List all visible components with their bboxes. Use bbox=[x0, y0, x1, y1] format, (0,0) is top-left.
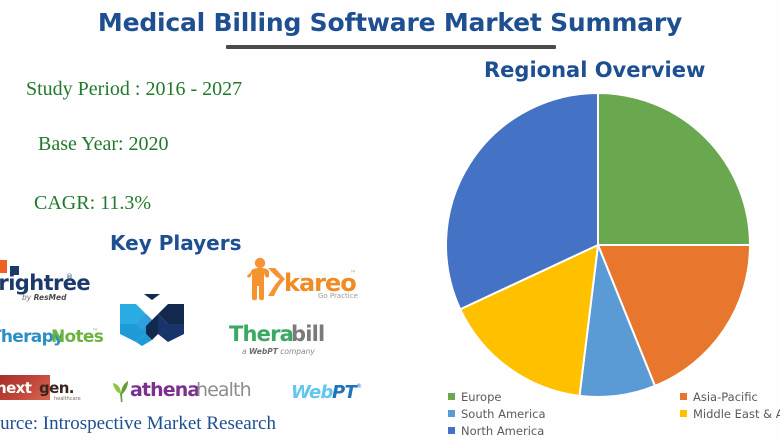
brightree-tagline-prefix: by bbox=[22, 293, 34, 302]
legend-label: North America bbox=[461, 423, 545, 438]
legend-item-south-america[interactable]: South America bbox=[448, 405, 546, 422]
athenahealth-word-part2: health bbox=[196, 379, 252, 401]
legend-swatch-icon bbox=[448, 427, 455, 434]
brightree-trademark-icon: ® bbox=[66, 273, 73, 281]
legend-label: Europe bbox=[461, 389, 502, 404]
logo-therabill: Thera bill a WebPT company bbox=[229, 322, 345, 360]
nextgen-tagline: healthcare bbox=[54, 396, 81, 402]
therapynotes-word-part1: Therapy bbox=[0, 327, 64, 347]
webpt-word-part2: PT bbox=[332, 382, 357, 403]
logo-therapynotes: Therapy Notes ™ bbox=[0, 327, 104, 349]
kareo-person-k-icon bbox=[247, 257, 285, 301]
webpt-trademark-icon: ® bbox=[356, 383, 362, 390]
study-period-text: Study Period : 2016 - 2027 bbox=[26, 78, 243, 100]
brightree-wordmark: brightree bbox=[0, 271, 91, 295]
logo-kareo: kareo ™ Go Practice bbox=[246, 256, 361, 304]
regional-pie-chart bbox=[445, 91, 752, 398]
legend-swatch-icon bbox=[680, 410, 687, 417]
key-players-heading: Key Players bbox=[110, 231, 242, 255]
therabill-word-part1: Thera bbox=[229, 322, 294, 346]
webpt-word-part1: Web bbox=[291, 382, 333, 403]
pie-chart-legend: Europe South America North America Asia-Pa… bbox=[448, 388, 780, 440]
legend-swatch-icon bbox=[680, 393, 687, 400]
logo-nextgen: next gen. healthcare bbox=[0, 375, 90, 407]
kareo-trademark-icon: ™ bbox=[350, 270, 356, 277]
therabill-tagline-brand: WebPT bbox=[248, 347, 278, 356]
pie-slice-europe bbox=[597, 91, 752, 246]
pie-slice-middle-east-africa bbox=[458, 243, 600, 397]
kareo-wordmark: kareo bbox=[284, 269, 357, 297]
page-title: Medical Billing Software Market Summary bbox=[97, 8, 683, 37]
title-underline-divider bbox=[226, 45, 556, 49]
base-year-text: Base Year: 2020 bbox=[38, 133, 169, 155]
legend-item-asia-pacific[interactable]: Asia-Pacific bbox=[680, 388, 780, 405]
athenahealth-leaf-icon bbox=[113, 381, 128, 402]
legend-swatch-icon bbox=[448, 393, 455, 400]
legend-item-north-america[interactable]: North America bbox=[448, 422, 546, 439]
logo-athenahealth: athena health bbox=[110, 379, 262, 405]
therabill-tagline-prefix: a bbox=[242, 347, 249, 356]
cagr-text: CAGR: 11.3% bbox=[34, 192, 152, 214]
athenahealth-word-part1: athena bbox=[130, 379, 200, 401]
therabill-tagline-suffix: company bbox=[277, 347, 315, 356]
pie-slice-asia-pacific bbox=[596, 244, 752, 388]
cube-arrow-icon bbox=[120, 294, 184, 346]
logo-cube-mark bbox=[116, 290, 188, 346]
therabill-word-part2: bill bbox=[291, 322, 325, 346]
legend-swatch-icon bbox=[448, 410, 455, 417]
therabill-tagline: a WebPT company bbox=[242, 347, 315, 356]
nextgen-badge-shape-icon bbox=[0, 375, 50, 400]
brightree-blue-square-icon bbox=[10, 266, 19, 275]
nextgen-word-part2: gen. bbox=[39, 379, 74, 397]
legend-label: Asia-Pacific bbox=[693, 389, 758, 404]
legend-label: Middle East & Africa bbox=[693, 406, 780, 421]
legend-column-right: Asia-Pacific Middle East & Africa bbox=[680, 388, 780, 422]
brightree-tagline: by ResMed bbox=[22, 293, 66, 302]
brightree-tagline-brand: ResMed bbox=[33, 293, 67, 302]
legend-item-middle-east-africa[interactable]: Middle East & Africa bbox=[680, 405, 780, 422]
legend-column-left: Europe South America North America bbox=[448, 388, 546, 439]
nextgen-word-part1: next bbox=[0, 379, 32, 397]
legend-item-europe[interactable]: Europe bbox=[448, 388, 546, 405]
pie-slice-north-america bbox=[445, 91, 599, 311]
legend-label: South America bbox=[461, 406, 546, 421]
therapynotes-word-part2: Notes bbox=[51, 327, 104, 347]
brightree-orange-square-icon bbox=[0, 260, 7, 273]
therapynotes-trademark-icon: ™ bbox=[92, 328, 98, 335]
logo-webpt: Web PT ® bbox=[291, 382, 365, 404]
regional-overview-heading: Regional Overview bbox=[484, 58, 706, 82]
kareo-tagline: Go Practice bbox=[318, 292, 358, 300]
logo-brightree: brightree ® by ResMed bbox=[0, 258, 92, 304]
source-note: Source: Introspective Market Research bbox=[0, 413, 276, 434]
